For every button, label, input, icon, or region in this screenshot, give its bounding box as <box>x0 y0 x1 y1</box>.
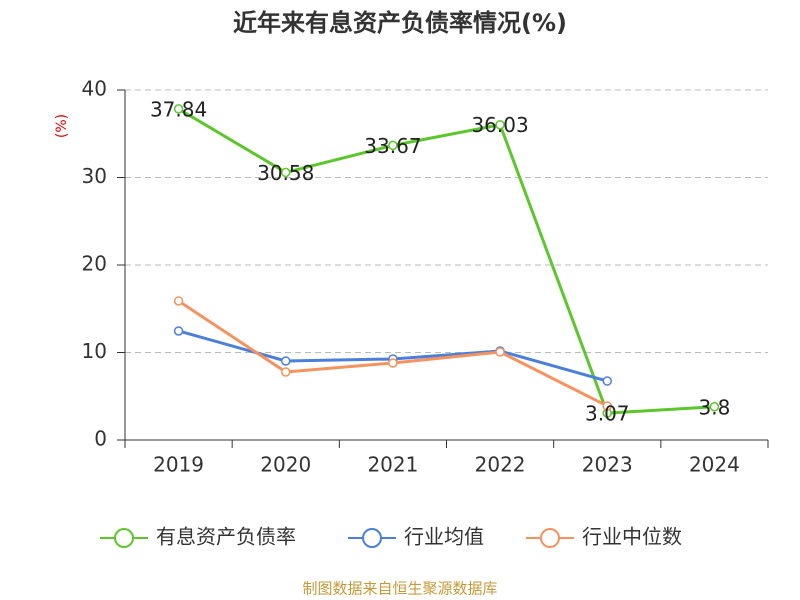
data-point <box>495 347 505 357</box>
legend-swatch[interactable] <box>114 528 134 548</box>
data-label: 30.58 <box>257 161 314 185</box>
data-point <box>495 119 505 130</box>
data-point <box>281 356 291 366</box>
data-label: 36.03 <box>471 113 528 137</box>
x-tick-label: 2023 <box>582 453 633 477</box>
legend-label[interactable]: 行业均值 <box>404 525 484 549</box>
x-tick-label: 2019 <box>153 453 204 477</box>
data-label: 3.8 <box>699 395 731 419</box>
data-point <box>602 401 612 411</box>
data-label: 3.07 <box>585 402 630 426</box>
series-line <box>177 107 715 415</box>
data-point <box>173 104 184 114</box>
data-point <box>281 167 291 178</box>
x-tick-label: 2021 <box>367 453 418 477</box>
data-point <box>173 326 184 336</box>
source-note: 制图数据来自恒生聚源数据库 <box>302 580 497 598</box>
y-tick-label: 10 <box>82 339 107 363</box>
chart-title: 近年来有息资产负债率情况(%) <box>233 9 567 37</box>
data-label: 33.67 <box>364 134 421 158</box>
y-tick-label: 0 <box>94 427 107 451</box>
series-line <box>177 299 608 408</box>
legend-label[interactable]: 行业中位数 <box>582 525 682 549</box>
y-tick-label: 20 <box>82 252 107 276</box>
x-tick-label: 2020 <box>260 453 311 477</box>
data-point <box>388 358 398 368</box>
data-point <box>281 367 291 377</box>
data-point <box>602 376 612 386</box>
legend-swatch[interactable] <box>540 528 560 548</box>
x-tick-label: 2024 <box>689 453 740 477</box>
y-tick-label: 40 <box>82 77 107 101</box>
x-tick-label: 2022 <box>475 453 526 477</box>
legend-label[interactable]: 有息资产负债率 <box>156 525 296 549</box>
data-point <box>173 296 184 306</box>
y-axis-label: (%) <box>54 114 70 138</box>
data-label: 37.84 <box>150 97 207 121</box>
legend-swatch[interactable] <box>362 528 382 548</box>
y-tick-label: 30 <box>82 164 107 188</box>
data-point <box>709 402 720 412</box>
data-point <box>388 140 398 151</box>
